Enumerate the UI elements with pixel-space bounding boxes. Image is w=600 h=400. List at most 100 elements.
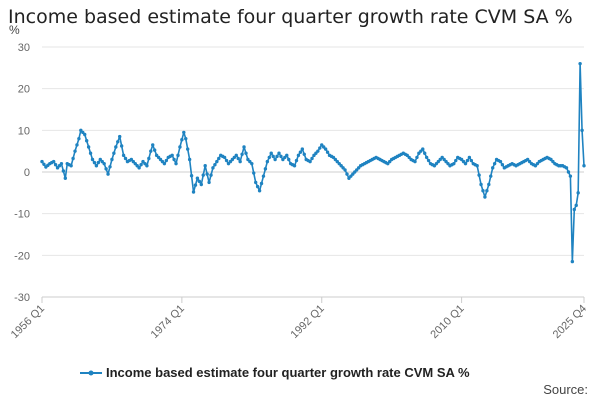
data-point[interactable] bbox=[275, 154, 279, 159]
data-point[interactable] bbox=[294, 158, 299, 163]
data-point[interactable] bbox=[199, 182, 203, 187]
data-point[interactable] bbox=[250, 161, 254, 166]
data-point[interactable] bbox=[106, 172, 110, 176]
data-point[interactable] bbox=[467, 155, 472, 160]
data-point[interactable] bbox=[234, 153, 238, 158]
data-point[interactable] bbox=[273, 157, 277, 162]
data-point[interactable] bbox=[86, 145, 91, 149]
data-point[interactable] bbox=[203, 164, 207, 168]
data-point[interactable] bbox=[149, 149, 153, 153]
data-point[interactable] bbox=[479, 182, 483, 187]
data-point[interactable] bbox=[197, 179, 202, 184]
data-point[interactable] bbox=[90, 157, 95, 162]
data-point[interactable] bbox=[267, 155, 271, 160]
data-point[interactable] bbox=[574, 203, 578, 208]
data-point[interactable] bbox=[580, 128, 584, 133]
data-point[interactable] bbox=[424, 155, 429, 160]
data-point[interactable] bbox=[578, 61, 582, 66]
data-point[interactable] bbox=[343, 168, 347, 172]
data-point[interactable] bbox=[193, 183, 198, 187]
data-point[interactable] bbox=[205, 172, 209, 176]
data-point[interactable] bbox=[152, 148, 157, 152]
data-point[interactable] bbox=[345, 172, 349, 176]
data-point[interactable] bbox=[71, 156, 75, 161]
data-point[interactable] bbox=[145, 164, 149, 168]
data-point[interactable] bbox=[191, 190, 196, 194]
data-point[interactable] bbox=[88, 151, 93, 155]
data-point[interactable] bbox=[178, 145, 182, 149]
data-point[interactable] bbox=[261, 174, 266, 178]
data-point[interactable] bbox=[108, 165, 112, 169]
data-point[interactable] bbox=[116, 140, 120, 144]
data-point[interactable] bbox=[147, 156, 151, 161]
data-point[interactable] bbox=[582, 164, 586, 168]
data-point[interactable] bbox=[566, 170, 571, 174]
data-point[interactable] bbox=[110, 157, 114, 162]
data-point[interactable] bbox=[184, 136, 188, 141]
data-point[interactable] bbox=[263, 167, 268, 171]
data-point[interactable] bbox=[77, 136, 81, 141]
data-point[interactable] bbox=[96, 160, 101, 165]
data-point[interactable] bbox=[63, 176, 68, 180]
data-point[interactable] bbox=[123, 156, 128, 161]
data-point[interactable] bbox=[92, 160, 97, 165]
data-point[interactable] bbox=[73, 149, 77, 153]
data-point[interactable] bbox=[40, 159, 44, 164]
data-point[interactable] bbox=[257, 189, 262, 193]
data-point[interactable] bbox=[253, 180, 258, 185]
data-point[interactable] bbox=[61, 169, 66, 173]
data-point[interactable] bbox=[287, 157, 291, 162]
data-point[interactable] bbox=[423, 151, 427, 155]
data-point[interactable] bbox=[162, 161, 167, 166]
data-point[interactable] bbox=[222, 155, 227, 160]
series-line[interactable] bbox=[41, 62, 585, 263]
data-point[interactable] bbox=[277, 151, 281, 155]
data-point[interactable] bbox=[491, 166, 495, 170]
data-point[interactable] bbox=[296, 153, 301, 158]
data-point[interactable] bbox=[51, 159, 56, 164]
data-point[interactable] bbox=[452, 161, 456, 166]
data-point[interactable] bbox=[170, 153, 174, 158]
data-point[interactable] bbox=[75, 143, 79, 147]
data-point[interactable] bbox=[454, 158, 458, 163]
data-point[interactable] bbox=[300, 147, 305, 151]
data-point[interactable] bbox=[292, 164, 297, 168]
data-point[interactable] bbox=[84, 139, 89, 143]
data-point[interactable] bbox=[316, 149, 320, 153]
data-point[interactable] bbox=[308, 159, 312, 164]
data-point[interactable] bbox=[94, 164, 99, 168]
data-point[interactable] bbox=[421, 147, 425, 151]
data-point[interactable] bbox=[481, 189, 485, 193]
data-point[interactable] bbox=[209, 173, 213, 177]
data-point[interactable] bbox=[240, 152, 244, 156]
data-point[interactable] bbox=[172, 157, 176, 162]
data-point[interactable] bbox=[69, 164, 73, 168]
data-point[interactable] bbox=[568, 174, 573, 178]
data-point[interactable] bbox=[211, 166, 215, 170]
data-point[interactable] bbox=[265, 159, 270, 164]
data-point[interactable] bbox=[238, 159, 242, 164]
data-point[interactable] bbox=[564, 166, 569, 170]
data-point[interactable] bbox=[180, 138, 184, 142]
data-point[interactable] bbox=[323, 147, 328, 151]
data-point[interactable] bbox=[242, 145, 246, 149]
data-point[interactable] bbox=[137, 166, 141, 170]
data-point[interactable] bbox=[279, 154, 283, 159]
data-point[interactable] bbox=[255, 184, 260, 189]
data-point[interactable] bbox=[415, 155, 419, 160]
data-point[interactable] bbox=[465, 158, 470, 163]
data-point[interactable] bbox=[121, 153, 126, 158]
data-point[interactable] bbox=[164, 158, 169, 163]
data-point[interactable] bbox=[426, 158, 431, 163]
data-point[interactable] bbox=[413, 159, 417, 164]
data-point[interactable] bbox=[463, 161, 468, 166]
data-point[interactable] bbox=[252, 171, 256, 175]
data-point[interactable] bbox=[139, 163, 143, 167]
data-point[interactable] bbox=[325, 150, 330, 154]
data-point[interactable] bbox=[217, 156, 221, 161]
data-point[interactable] bbox=[500, 163, 505, 167]
data-point[interactable] bbox=[271, 154, 275, 159]
data-point[interactable] bbox=[469, 158, 474, 163]
data-point[interactable] bbox=[102, 161, 106, 166]
data-point[interactable] bbox=[53, 163, 58, 167]
